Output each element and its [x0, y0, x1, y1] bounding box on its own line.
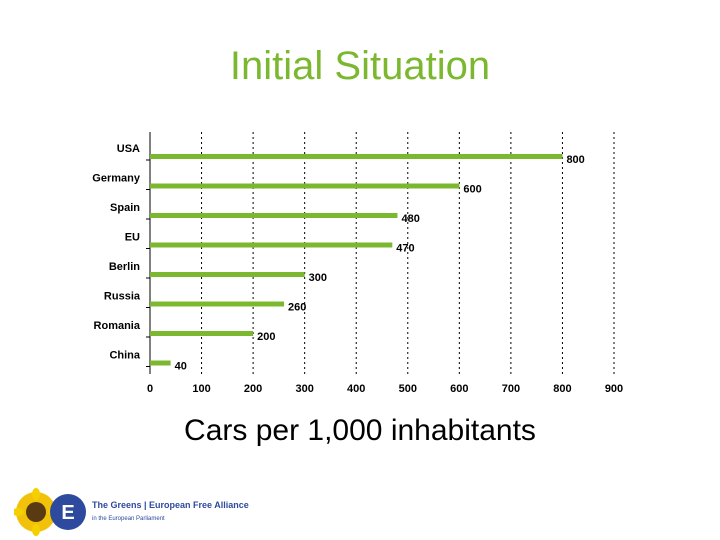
greens-efa-logo: E The Greens | European Free Alliance in…: [14, 488, 249, 536]
category-label: Romania: [94, 320, 141, 332]
x-tick-label: 900: [605, 383, 623, 395]
efa-star-circle-icon: E: [50, 494, 86, 530]
category-label: Germany: [92, 173, 141, 185]
x-tick-label: 500: [399, 383, 417, 395]
slide-title: Initial Situation: [229, 44, 491, 88]
bar: [150, 360, 171, 366]
sunflower-icon: [14, 488, 60, 536]
x-tick-label: 600: [450, 383, 468, 395]
bar: [150, 301, 285, 307]
category-label: China: [109, 350, 140, 362]
x-tick-label: 700: [502, 383, 520, 395]
value-label: 300: [309, 272, 327, 284]
x-tick-label: 100: [192, 383, 210, 395]
svg-text:E: E: [61, 502, 74, 524]
gridlines: [201, 132, 615, 374]
value-label: 800: [566, 154, 584, 166]
x-tick-label: 800: [553, 383, 571, 395]
category-label: Russia: [104, 291, 141, 303]
value-label: 200: [257, 331, 275, 343]
value-label: 470: [396, 243, 414, 255]
logo-text: The Greens | European Free Alliance: [92, 500, 249, 510]
chart-caption: Cars per 1,000 inhabitants: [184, 414, 536, 447]
bar: [150, 242, 393, 248]
bar-chart: USA 800 Germany 600 Spain 480 EU 470 Berlin 300 Ru…: [92, 132, 623, 395]
bars: USA 800 Germany 600 Spain 480 EU 470 Berlin 300 Ru…: [92, 143, 585, 373]
category-label: Spain: [110, 202, 140, 214]
category-label: Berlin: [109, 261, 140, 273]
logo-subtext: in the European Parliament: [92, 516, 165, 522]
x-tick-label: 300: [295, 383, 313, 395]
bar: [150, 331, 254, 336]
category-label: USA: [117, 143, 140, 155]
value-label: 480: [401, 213, 419, 225]
value-label: 260: [288, 302, 306, 314]
bar: [150, 183, 460, 189]
x-tick-label: 400: [347, 383, 365, 395]
value-label: 40: [175, 361, 187, 373]
category-label: EU: [125, 232, 140, 244]
value-label: 600: [463, 184, 481, 196]
x-tick-label: 0: [147, 383, 153, 395]
bar: [150, 154, 563, 159]
bar: [150, 213, 398, 218]
x-axis-ticks: 0 100 200 300 400 500 600 700 800 900: [147, 383, 623, 395]
x-tick-label: 200: [244, 383, 262, 395]
bar: [150, 272, 305, 277]
